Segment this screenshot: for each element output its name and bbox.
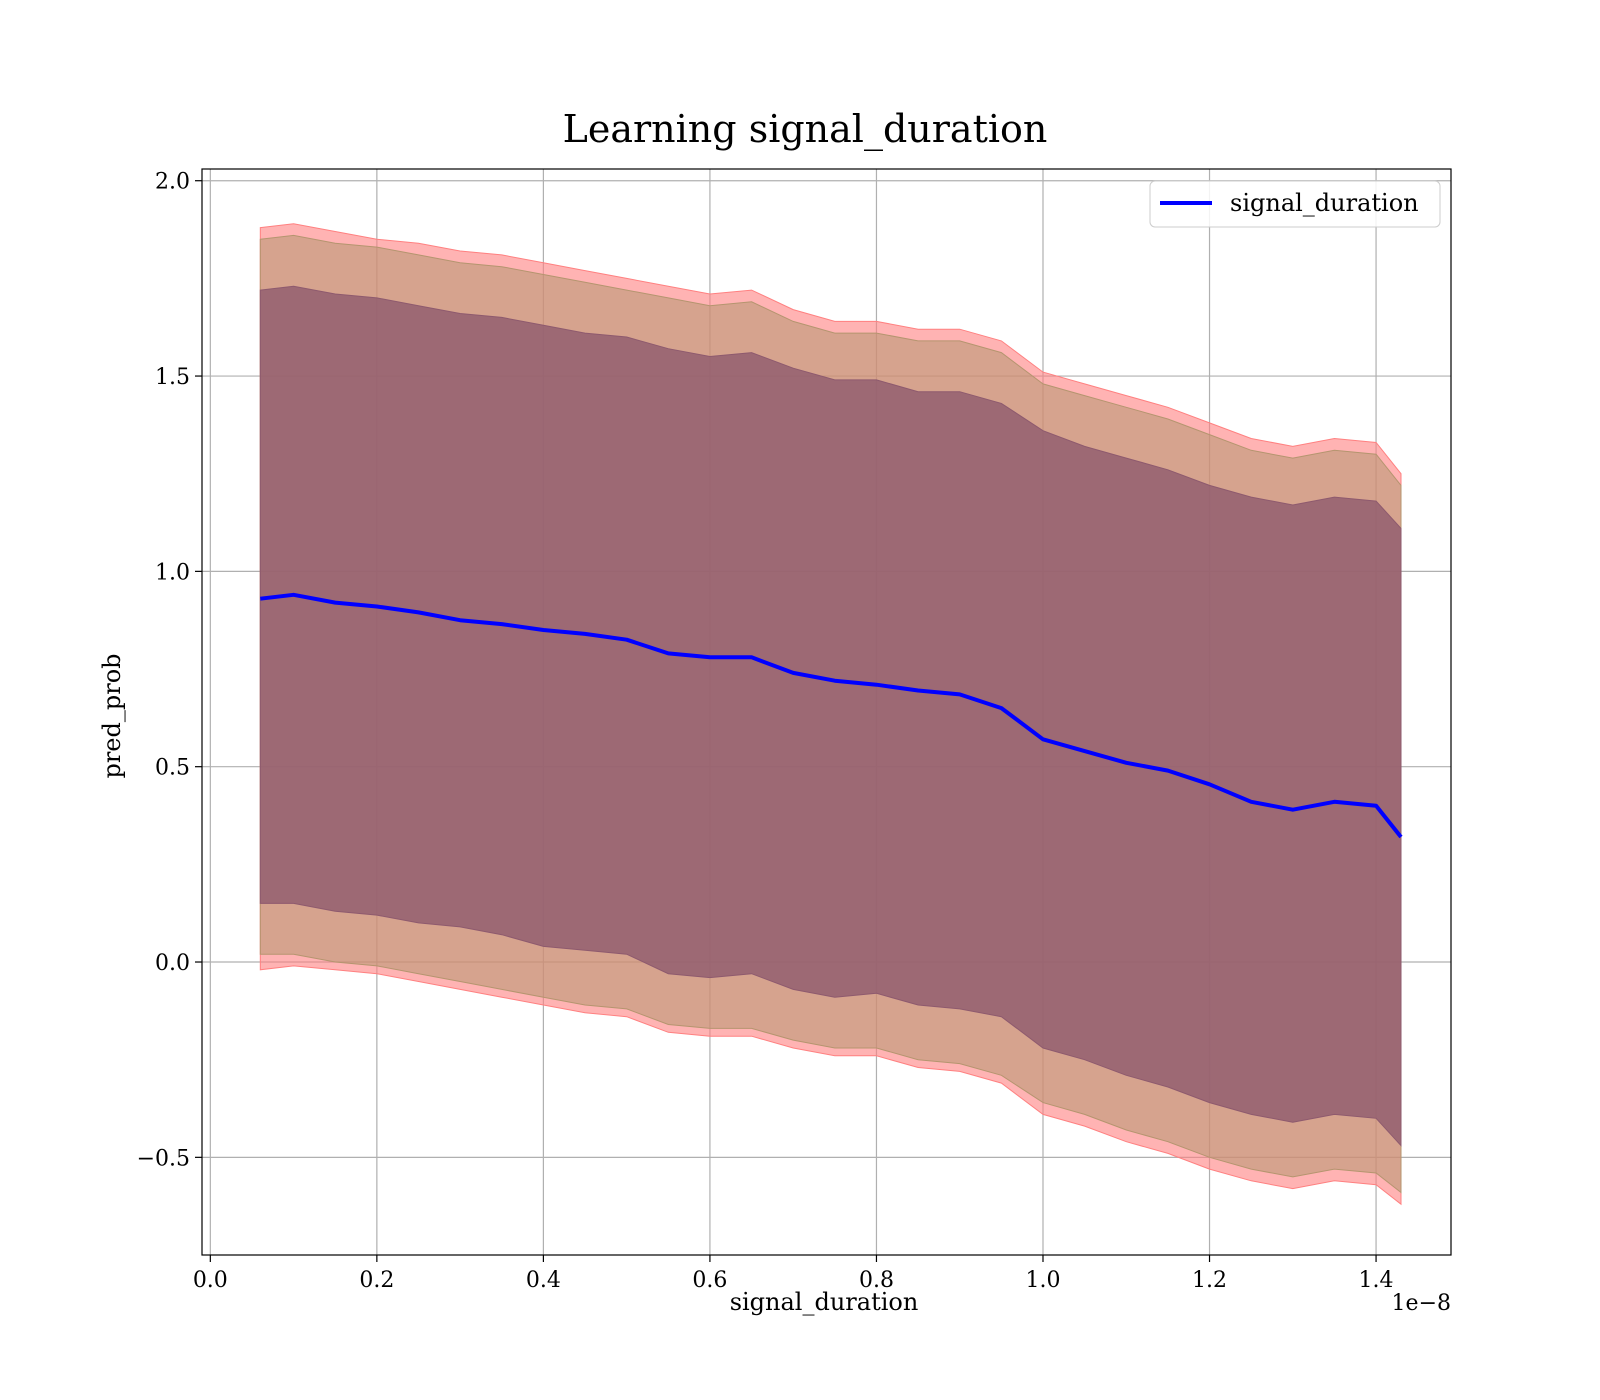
data-series bbox=[260, 592, 1403, 839]
y-axis-label: pred_prob bbox=[98, 653, 126, 778]
x-tick-label: 0.8 bbox=[859, 1268, 894, 1293]
y-tick-label: 1.5 bbox=[155, 365, 190, 390]
chart-title: Learning signal_duration bbox=[563, 107, 1048, 152]
y-tick-label: −0.5 bbox=[137, 1146, 190, 1171]
confidence-bands bbox=[259, 223, 1402, 1206]
plot-frame bbox=[201, 168, 1452, 1256]
x-tick-label: 0.6 bbox=[692, 1268, 727, 1293]
series-line bbox=[260, 592, 1403, 839]
x-tick-label: 0.4 bbox=[526, 1268, 561, 1293]
y-tick-label: 2.0 bbox=[155, 170, 190, 195]
x-axis-ticks: 0.0 0.2 0.4 0.6 0.8 1.0 1.2 1.4 bbox=[193, 1255, 1394, 1293]
y-tick-label: 0.0 bbox=[155, 951, 190, 976]
y-axis-ticks: −0.5 0.0 0.5 1.0 1.5 2.0 bbox=[137, 170, 202, 1171]
x-axis-label: signal_duration bbox=[730, 1288, 919, 1316]
y-tick-label: 1.0 bbox=[155, 560, 190, 585]
x-tick-label: 0.0 bbox=[193, 1268, 228, 1293]
x-tick-label: 0.2 bbox=[359, 1268, 394, 1293]
confidence-band bbox=[259, 285, 1402, 1147]
legend: signal_duration bbox=[1149, 180, 1441, 228]
y-tick-label: 0.5 bbox=[155, 756, 190, 781]
x-tick-label: 1.2 bbox=[1192, 1268, 1227, 1293]
legend-label: signal_duration bbox=[1230, 189, 1419, 217]
x-axis-offset-label: 1e−8 bbox=[1392, 1291, 1451, 1316]
x-tick-label: 1.0 bbox=[1025, 1268, 1060, 1293]
x-tick-label: 1.4 bbox=[1359, 1268, 1394, 1293]
legend-box bbox=[1149, 180, 1441, 228]
